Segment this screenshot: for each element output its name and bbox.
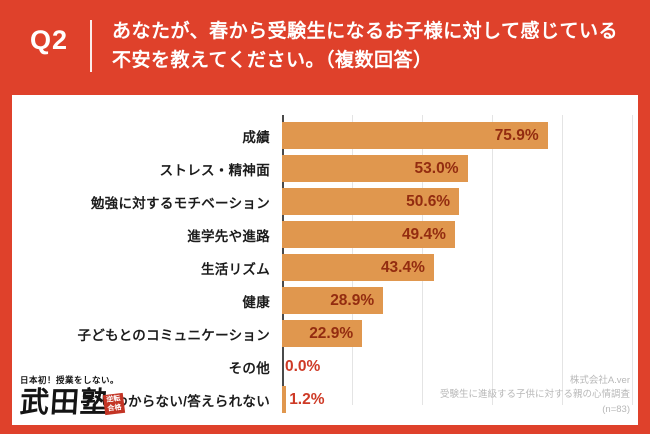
logo-tagline: 日本初！授業をしない。 <box>20 374 120 385</box>
bar-track: 1.2% <box>282 386 638 413</box>
chart-rows: 成績 75.9% ストレス・精神面 53.0% 勉強に対するモチベーション 50.6% 進学… <box>12 119 638 416</box>
category-label: 成績 <box>242 129 270 145</box>
value-label: 22.9% <box>309 324 354 342</box>
chart-row: ストレス・精神面 53.0% <box>12 152 638 185</box>
question-header: Q2 あなたが、春から受験生になるお子様に対して感じている 不安を教えてください… <box>0 0 650 95</box>
chart-row: 成績 75.9% <box>12 119 638 152</box>
value-label: 53.0% <box>414 159 459 177</box>
logo-red-seal: 逆転 合格 <box>102 392 126 416</box>
bar: 49.4% <box>282 221 455 248</box>
question-number: Q2 <box>30 25 69 55</box>
seal-text-bottom: 合格 <box>107 404 122 413</box>
gridline <box>632 115 633 405</box>
bar <box>282 386 287 413</box>
bar: 28.9% <box>282 287 384 314</box>
chart-row: 生活リズム 43.4% <box>12 251 638 284</box>
bar: 50.6% <box>282 188 460 215</box>
bar-track: 75.9% <box>282 122 638 149</box>
value-label: 50.6% <box>406 192 451 210</box>
bar-track: 22.9% <box>282 320 638 347</box>
chart-row: 子どもとのコミュニケーション 22.9% <box>12 317 638 350</box>
category-label: わからない/答えられない <box>114 393 270 409</box>
bar: 22.9% <box>282 320 363 347</box>
bar: 53.0% <box>282 155 468 182</box>
header-divider <box>90 20 92 72</box>
chart-row: 健康 28.9% <box>12 284 638 317</box>
credit-sample-size: (n=83) <box>602 403 630 415</box>
value-label: 49.4% <box>401 225 446 243</box>
bar-track: 28.9% <box>282 287 638 314</box>
value-label: 1.2% <box>289 390 325 408</box>
survey-credit: 株式会社A.ver 受験生に進級する子供に対する親の心情調査 (n=83) <box>440 374 630 418</box>
chart-panel: 成績 75.9% ストレス・精神面 53.0% 勉強に対するモチベーション 50.6% 進学… <box>12 95 638 425</box>
category-label: その他 <box>228 360 270 376</box>
credit-survey-title: 受験生に進級する子供に対する親の心情調査 <box>439 389 630 400</box>
category-label: 生活リズム <box>201 261 270 277</box>
gridline <box>492 115 493 405</box>
chart-row: その他 0.0% <box>12 350 638 383</box>
credit-company: 株式会社A.ver <box>569 374 630 386</box>
chart-row: わからない/答えられない 1.2% <box>12 383 638 416</box>
value-label: 43.4% <box>380 258 425 276</box>
category-label: 進学先や進路 <box>187 228 270 244</box>
gridline <box>562 115 563 405</box>
bar-track: 43.4% <box>282 254 638 281</box>
value-label: 28.9% <box>330 291 375 309</box>
chart-row: 進学先や進路 49.4% <box>12 218 638 251</box>
category-label: 勉強に対するモチベーション <box>90 195 270 211</box>
bar-track: 0.0% <box>282 353 638 380</box>
bar-track: 49.4% <box>282 221 638 248</box>
bar-track: 53.0% <box>282 155 638 182</box>
question-line-2: 不安を教えてください。（複数回答） <box>112 50 433 71</box>
category-label: ストレス・精神面 <box>159 162 270 178</box>
category-label: 健康 <box>242 294 270 310</box>
question-line-1: あなたが、春から受験生になるお子様に対して感じている <box>112 21 619 42</box>
category-label: 子どもとのコミュニケーション <box>77 327 270 343</box>
chart-row: 勉強に対するモチベーション 50.6% <box>12 185 638 218</box>
bar: 43.4% <box>282 254 434 281</box>
bar: 75.9% <box>282 122 548 149</box>
bar-track: 50.6% <box>282 188 638 215</box>
question-text: あなたが、春から受験生になるお子様に対して感じている 不安を教えてください。（複… <box>112 17 618 75</box>
takeda-juku-logo: 日本初！授業をしない。 武田塾 逆転 合格 <box>18 374 140 419</box>
value-label: 75.9% <box>494 126 539 144</box>
logo-brand-text: 武田塾 <box>18 384 112 419</box>
value-label: 0.0% <box>285 357 321 375</box>
